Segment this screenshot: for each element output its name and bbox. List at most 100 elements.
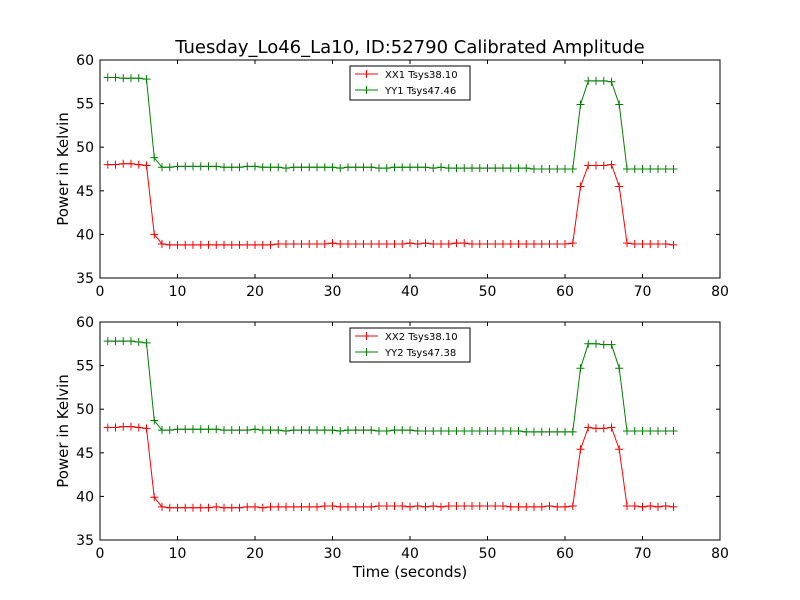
data-point [413,501,422,510]
data-point [545,165,554,173]
data-point [444,501,453,510]
data-point [545,239,554,248]
data-point [351,426,360,435]
data-point [646,165,655,173]
data-point [142,161,151,170]
data-point [398,239,407,248]
data-point [468,501,476,510]
data-point [212,162,221,171]
data-point [266,426,275,435]
data-point [212,240,221,249]
data-point [282,502,290,511]
data-point [475,164,484,173]
data-point [243,426,252,435]
data-point [289,426,298,435]
data-point [491,164,500,173]
data-point [421,239,430,248]
data-point [638,427,647,435]
data-point [266,163,275,172]
x-tick-label: 50 [479,546,497,562]
data-point [599,161,608,170]
data-point [173,162,182,171]
data-point [429,239,438,248]
data-point [251,162,259,171]
y-tick-label: 50 [76,402,94,418]
x-tick-label: 20 [246,284,264,300]
data-point [220,503,228,512]
data-point [522,239,531,248]
data-point [568,427,577,436]
data-point [212,502,221,511]
data-point [568,239,577,248]
data-point [189,162,197,171]
data-point [398,426,407,435]
data-point [654,165,662,173]
data-point [103,160,112,169]
data-point [553,502,562,511]
y-tick-label: 45 [76,184,94,200]
axis-ticks: 0 10 20 30 40 50 60 70 80 35 40 45 50 55 60 [76,315,729,562]
data-point [266,502,275,511]
data-point [475,427,484,435]
data-point [251,502,259,511]
data-point [545,427,554,436]
data-point [615,445,624,454]
data-point [406,163,414,172]
data-point [328,239,337,248]
data-point [320,426,329,435]
data-point [196,240,205,249]
data-point [274,502,283,511]
data-point [313,426,321,435]
x-tick-label: 80 [711,284,729,300]
data-point [468,239,476,248]
data-point [344,239,352,248]
data-point [553,165,562,173]
data-point [196,425,205,434]
data-point [483,239,492,248]
series-layer [103,337,678,512]
data-point [390,239,399,248]
x-tick-label: 60 [556,546,574,562]
data-point [367,163,376,172]
data-point [375,164,383,173]
data-point [227,503,236,512]
data-point [165,163,174,172]
data-point [545,501,554,510]
data-point [553,427,562,436]
data-point [537,427,546,436]
data-point [220,426,228,435]
data-point [630,427,639,435]
data-point [483,501,492,510]
data-point [499,239,507,248]
data-point [289,163,298,172]
data-point [351,163,360,172]
data-point [592,339,600,348]
data-point [661,239,670,248]
data-point [390,426,399,435]
data-point [305,163,314,172]
data-point [506,164,515,173]
data-point [406,502,414,511]
data-point [530,165,538,173]
data-point [568,165,577,173]
data-point [367,426,376,435]
data-point [351,502,360,511]
data-point [111,337,120,346]
data-point [313,239,321,248]
data-point [444,239,453,248]
x-tick-label: 0 [96,546,105,562]
data-point [243,240,252,249]
legend-label-xx2: XX2 Tsys38.10 [385,332,458,343]
data-point [243,162,252,171]
data-point [375,501,383,510]
data-point [475,239,484,248]
data-point [452,164,461,173]
data-point [576,182,585,191]
data-point [134,338,143,347]
data-point [119,337,128,346]
data-point [584,423,593,432]
data-point [460,239,469,248]
data-point [514,239,523,248]
data-point [514,427,523,435]
data-point [506,239,515,248]
